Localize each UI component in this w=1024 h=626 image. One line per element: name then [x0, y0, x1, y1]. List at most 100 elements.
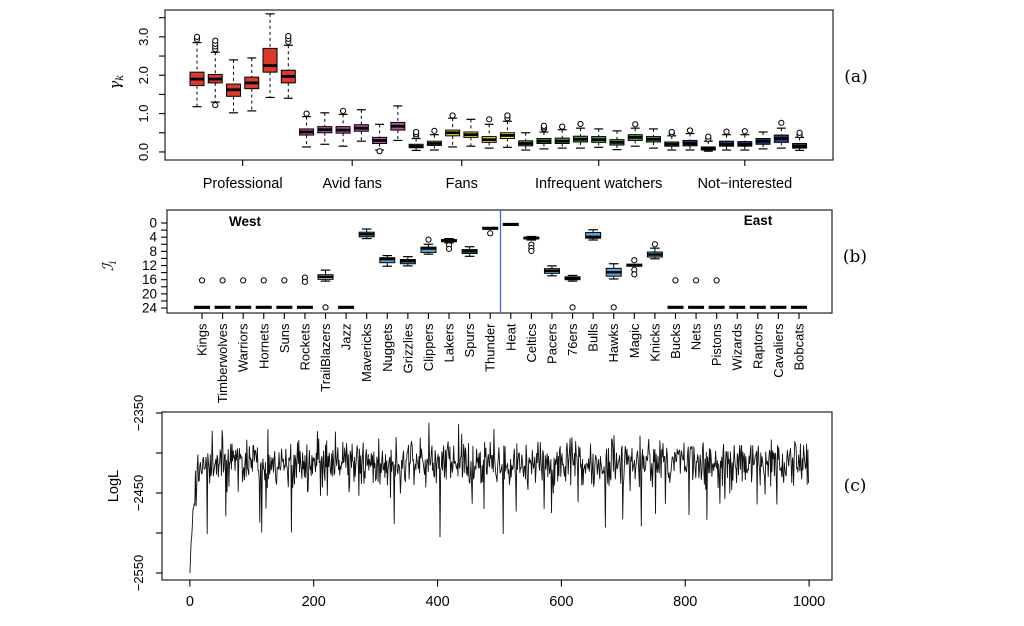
outlier-point [413, 128, 420, 136]
team-label: Raptors [750, 323, 765, 369]
outlier-point [672, 277, 679, 284]
team-label: Thunder [483, 323, 498, 372]
outlier-point [486, 116, 493, 123]
box [420, 246, 437, 253]
team-label: Kings [195, 323, 210, 356]
boxplot-group-fans [408, 112, 515, 152]
panel-a-gamma-boxplots: 0.0 1.0 2.0 3.0 γk Professional Avid fans Fans I… [108, 9, 868, 192]
group-label: Not−interested [697, 176, 792, 192]
y-tick-label: −2350 [131, 395, 146, 432]
y-tick-label: 12 [142, 258, 157, 273]
outlier-point [198, 277, 206, 284]
boxplot-group-infrequent-watchers [518, 120, 680, 151]
team-label: TrailBlazers [318, 323, 333, 392]
y-tick-label: 2.0 [136, 66, 151, 84]
team-label: Mavericks [359, 323, 374, 382]
panel-letter-c: (c) [844, 476, 867, 496]
team-label: Heat [503, 323, 518, 351]
outlier-point [559, 123, 566, 130]
y-axis-label: LogL [106, 470, 122, 502]
team-pacers [543, 265, 560, 277]
team-trailblazers [317, 269, 334, 311]
team-label: Magic [627, 323, 642, 358]
y-axis-label-base: γ [108, 80, 124, 89]
east-label: East [744, 213, 773, 228]
outlier-point [339, 107, 347, 114]
outlier-point [632, 121, 639, 128]
team-nets [688, 277, 705, 309]
outlier-point [425, 236, 432, 243]
outlier-point [281, 277, 288, 284]
outlier-point [705, 133, 712, 140]
outlier-point [212, 102, 219, 109]
team-label: Hawks [606, 323, 621, 363]
team-label: Grizzlies [400, 323, 415, 373]
outlier-point [686, 127, 694, 134]
group-label: Fans [446, 176, 478, 192]
y-tick-label: −2450 [131, 475, 146, 512]
team-label: Celtics [524, 323, 539, 363]
outlier-point [504, 112, 511, 119]
outlier-point [449, 112, 456, 119]
x-tick-label: 200 [302, 594, 326, 610]
outlier-point [668, 128, 675, 136]
boxplot-group-avid-fans [299, 105, 406, 155]
team-mavericks [358, 228, 375, 240]
team-label: Hornets [256, 323, 271, 369]
outlier-point [778, 119, 785, 126]
group-label: Infrequent watchers [535, 176, 662, 192]
y-tick-label: −2550 [131, 555, 146, 592]
team-warriors [235, 277, 252, 309]
y-tick-label: 0.0 [136, 143, 151, 161]
panel-letter-b: (b) [843, 247, 867, 267]
outlier-point [445, 245, 453, 252]
team-label: Spurs [462, 323, 477, 357]
outlier-point [610, 304, 617, 311]
outlier-point [796, 129, 803, 136]
plot-frame [166, 209, 833, 314]
y-tick-label: 24 [142, 301, 158, 316]
group-label: Avid fans [323, 176, 382, 192]
outlier-point [569, 304, 576, 311]
outlier-point [301, 278, 309, 285]
team-label: Lakers [442, 323, 457, 363]
panel-letter-a: (a) [844, 67, 867, 87]
logl-trace-line [189, 422, 809, 574]
outlier-point [487, 230, 494, 237]
team-thunder [482, 226, 499, 237]
team-76ers [564, 274, 581, 311]
x-tick-label: 800 [673, 594, 697, 610]
team-suns [276, 277, 293, 309]
team-label: Bulls [586, 323, 601, 352]
team-celtics [523, 235, 540, 255]
outlier-point [193, 33, 201, 40]
team-clippers [420, 236, 437, 255]
team-label: Rockets [297, 323, 312, 370]
y-tick-label: 8 [149, 244, 157, 259]
team-label: Pistons [709, 323, 724, 366]
team-label: Suns [277, 323, 292, 353]
team-label: Bucks [668, 323, 683, 359]
team-label: Nuggets [380, 323, 395, 372]
y-axis-label-base: ℐ [99, 261, 117, 271]
plot-frame [164, 9, 834, 161]
outlier-point [651, 241, 658, 248]
y-tick-label: 20 [142, 286, 157, 301]
outlier-point [723, 128, 730, 135]
outlier-point [431, 127, 438, 134]
y-tick-label: 1.0 [136, 105, 151, 123]
y-tick-label: 0 [149, 216, 157, 231]
box [585, 232, 602, 239]
outlier-point [260, 277, 267, 284]
outlier-point [303, 110, 310, 117]
outlier-point [631, 257, 638, 264]
team-rockets [296, 274, 313, 309]
y-tick-label: 16 [142, 272, 157, 287]
team-label: Nets [689, 323, 704, 350]
group-label: Professional [203, 176, 283, 192]
outlier-point [692, 277, 700, 284]
team-knicks [646, 241, 663, 260]
team-label: Cavaliers [771, 323, 786, 378]
outlier-point [577, 120, 584, 128]
